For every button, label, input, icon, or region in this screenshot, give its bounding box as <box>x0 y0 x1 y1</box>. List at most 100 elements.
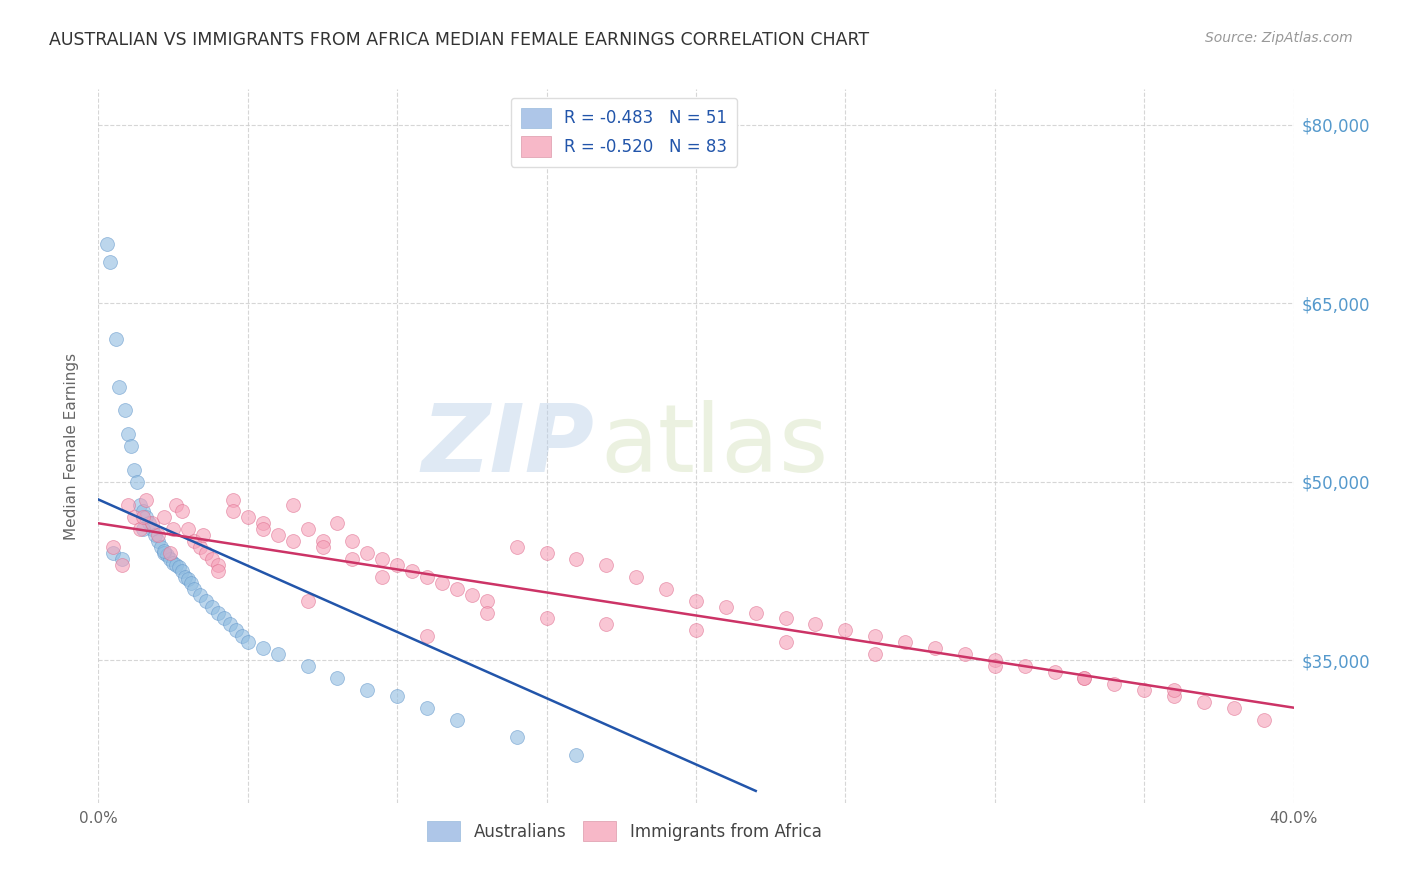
Point <box>984 653 1007 667</box>
Point <box>775 611 797 625</box>
Point <box>685 624 707 638</box>
Point <box>281 499 304 513</box>
Point <box>120 439 142 453</box>
Point <box>148 528 170 542</box>
Point <box>461 588 484 602</box>
Point <box>98 254 122 268</box>
Point <box>714 599 737 614</box>
Point <box>132 510 155 524</box>
Point <box>745 606 768 620</box>
Point <box>117 499 139 513</box>
Point <box>132 522 155 536</box>
Point <box>201 599 224 614</box>
Point <box>225 624 247 638</box>
Point <box>326 671 349 685</box>
Point <box>342 552 364 566</box>
Point <box>894 635 917 649</box>
Point <box>103 540 125 554</box>
Point <box>281 534 304 549</box>
Point <box>108 379 131 393</box>
Point <box>150 540 173 554</box>
Point <box>1043 665 1066 679</box>
Point <box>219 617 242 632</box>
Point <box>96 236 118 251</box>
Point <box>685 593 707 607</box>
Point <box>506 731 529 745</box>
Point <box>446 713 468 727</box>
Point <box>626 570 648 584</box>
Point <box>236 510 259 524</box>
Text: AUSTRALIAN VS IMMIGRANTS FROM AFRICA MEDIAN FEMALE EARNINGS CORRELATION CHART: AUSTRALIAN VS IMMIGRANTS FROM AFRICA MED… <box>49 31 869 49</box>
Point <box>129 499 152 513</box>
Text: ZIP: ZIP <box>422 400 595 492</box>
Point <box>103 546 125 560</box>
Point <box>1014 659 1036 673</box>
Point <box>153 546 176 560</box>
Point <box>201 552 224 566</box>
Point <box>167 560 190 574</box>
Point <box>326 516 349 531</box>
Point <box>177 572 200 586</box>
Y-axis label: Median Female Earnings: Median Female Earnings <box>65 352 79 540</box>
Point <box>1223 700 1246 714</box>
Point <box>1163 682 1185 697</box>
Point <box>506 540 529 554</box>
Point <box>148 534 170 549</box>
Point <box>188 588 211 602</box>
Point <box>595 558 617 572</box>
Point <box>371 570 394 584</box>
Legend: Australians, Immigrants from Africa: Australians, Immigrants from Africa <box>420 814 828 848</box>
Point <box>153 543 176 558</box>
Text: atlas: atlas <box>600 400 828 492</box>
Point <box>132 504 155 518</box>
Point <box>183 534 205 549</box>
Point <box>165 558 187 572</box>
Point <box>475 593 498 607</box>
Point <box>138 516 160 531</box>
Point <box>416 570 439 584</box>
Point <box>1253 713 1275 727</box>
Point <box>159 546 181 560</box>
Point <box>371 552 394 566</box>
Point <box>222 492 245 507</box>
Point <box>984 659 1007 673</box>
Point <box>1073 671 1095 685</box>
Point <box>416 629 439 643</box>
Point <box>953 647 976 661</box>
Point <box>775 635 797 649</box>
Point <box>1073 671 1095 685</box>
Text: Source: ZipAtlas.com: Source: ZipAtlas.com <box>1205 31 1353 45</box>
Point <box>1192 695 1215 709</box>
Point <box>153 510 176 524</box>
Point <box>385 558 409 572</box>
Point <box>865 629 887 643</box>
Point <box>297 593 319 607</box>
Point <box>135 492 157 507</box>
Point <box>1133 682 1156 697</box>
Point <box>655 582 678 596</box>
Point <box>446 582 468 596</box>
Point <box>105 332 128 346</box>
Point <box>207 558 229 572</box>
Point <box>207 606 229 620</box>
Point <box>475 606 498 620</box>
Point <box>231 629 253 643</box>
Point <box>252 522 274 536</box>
Point <box>127 475 149 489</box>
Point <box>416 700 439 714</box>
Point <box>536 546 558 560</box>
Point <box>141 516 163 531</box>
Point <box>162 522 184 536</box>
Point <box>297 659 319 673</box>
Point <box>430 575 453 590</box>
Point <box>536 611 558 625</box>
Point <box>162 556 184 570</box>
Point <box>188 540 211 554</box>
Point <box>212 611 235 625</box>
Point <box>1104 677 1126 691</box>
Point <box>135 510 157 524</box>
Point <box>236 635 259 649</box>
Point <box>297 522 319 536</box>
Point <box>252 641 274 656</box>
Point <box>165 499 187 513</box>
